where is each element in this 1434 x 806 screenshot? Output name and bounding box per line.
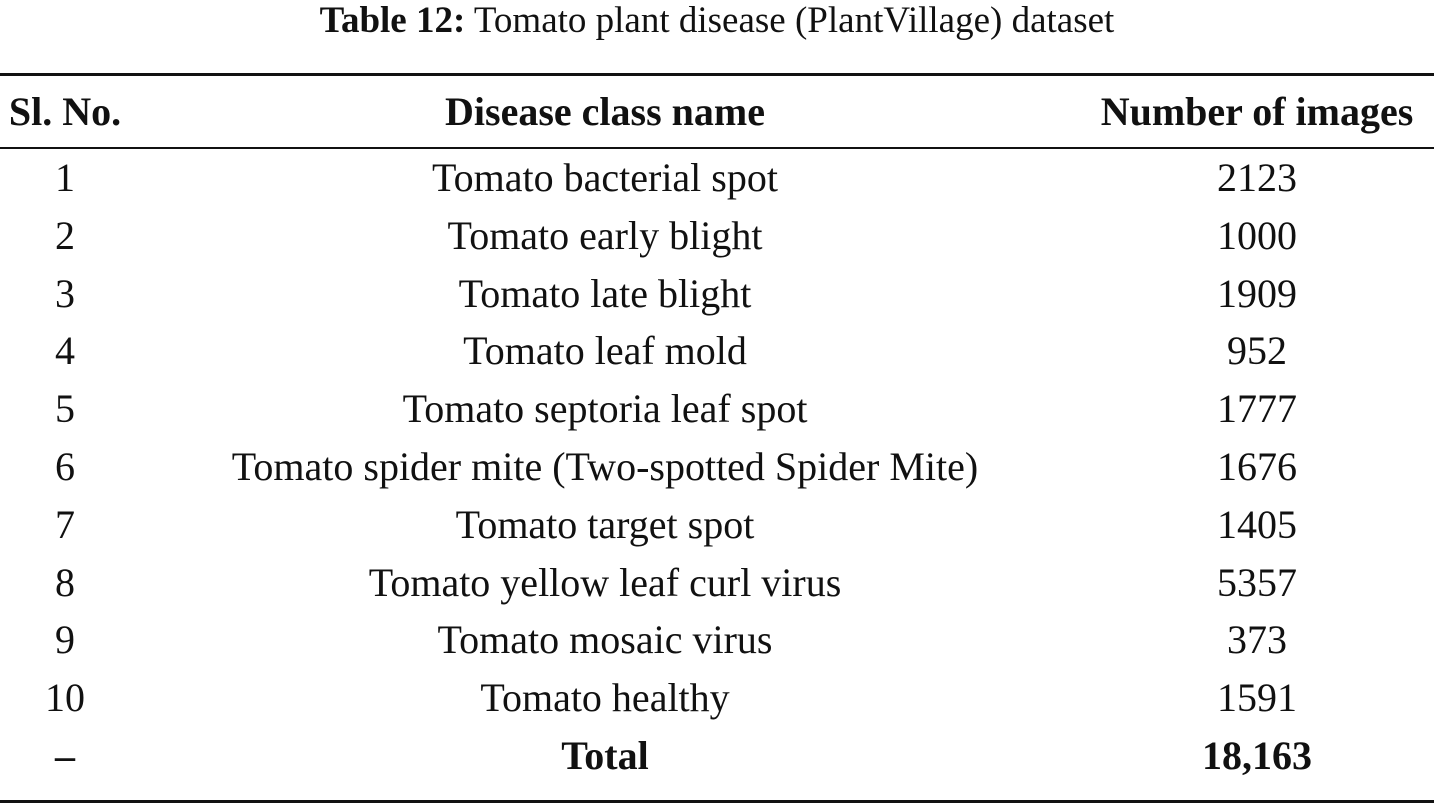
dataset-table: Sl. No. Disease class name Number of ima… bbox=[0, 76, 1434, 785]
cell-disease-name: Tomato mosaic virus bbox=[437, 617, 773, 663]
table-row: 5 Tomato septoria leaf spot 1777 bbox=[0, 380, 1434, 438]
cell-sl-no: 3 bbox=[55, 270, 75, 316]
header-number-of-images: Number of images bbox=[1100, 89, 1414, 134]
cell-sl-no: 10 bbox=[45, 675, 85, 721]
header-sl-no: Sl. No. bbox=[8, 89, 122, 134]
table-row: 10 Tomato healthy 1591 bbox=[0, 669, 1434, 727]
cell-sl-no: 7 bbox=[55, 501, 75, 547]
cell-disease-name: Tomato spider mite (Two-spotted Spider M… bbox=[231, 443, 979, 489]
cell-disease-name: Tomato yellow leaf curl virus bbox=[368, 559, 842, 605]
cell-sl-no: 8 bbox=[55, 559, 75, 605]
table-row: 2 Tomato early blight 1000 bbox=[0, 207, 1434, 265]
cell-image-count: 1591 bbox=[1217, 675, 1297, 721]
cell-image-count: 1777 bbox=[1217, 386, 1297, 432]
cell-image-count: 5357 bbox=[1217, 559, 1297, 605]
cell-sl-no: 6 bbox=[55, 443, 75, 489]
table-row: 8 Tomato yellow leaf curl virus 5357 bbox=[0, 554, 1434, 612]
header-rule bbox=[0, 147, 1434, 149]
cell-sl-no: 4 bbox=[55, 328, 75, 374]
top-rule bbox=[0, 73, 1434, 76]
cell-sl-no: 2 bbox=[55, 212, 75, 258]
cell-disease-name: Tomato leaf mold bbox=[463, 328, 747, 374]
table-row: 3 Tomato late blight 1909 bbox=[0, 265, 1434, 323]
table-row: 9 Tomato mosaic virus 373 bbox=[0, 611, 1434, 669]
total-count: 18,163 bbox=[1202, 732, 1312, 778]
cell-sl-no: 9 bbox=[55, 617, 75, 663]
cell-image-count: 373 bbox=[1227, 617, 1287, 663]
header-row: Sl. No. Disease class name Number of ima… bbox=[0, 76, 1434, 147]
cell-image-count: 1000 bbox=[1217, 212, 1297, 258]
cell-disease-name: Tomato late blight bbox=[458, 270, 752, 316]
cell-image-count: 1909 bbox=[1217, 270, 1297, 316]
table-row: 6 Tomato spider mite (Two-spotted Spider… bbox=[0, 438, 1434, 496]
cell-disease-name: Tomato early blight bbox=[447, 212, 763, 258]
total-label: Total bbox=[561, 732, 649, 778]
header-disease-class-name: Disease class name bbox=[445, 89, 765, 134]
table-row: 7 Tomato target spot 1405 bbox=[0, 496, 1434, 554]
caption-label: Table 12: bbox=[319, 0, 466, 41]
cell-disease-name: Tomato target spot bbox=[455, 501, 755, 547]
cell-image-count: 1676 bbox=[1217, 443, 1297, 489]
table-row: 4 Tomato leaf mold 952 bbox=[0, 322, 1434, 380]
bottom-rule bbox=[0, 800, 1434, 803]
cell-image-count: 2123 bbox=[1217, 155, 1297, 200]
caption-text: Tomato plant disease (PlantVillage) data… bbox=[473, 0, 1115, 41]
cell-disease-name: Tomato bacterial spot bbox=[432, 155, 778, 200]
cell-image-count: 1405 bbox=[1217, 501, 1297, 547]
cell-sl-no: 1 bbox=[55, 155, 75, 200]
table-row: 1 Tomato bacterial spot 2123 bbox=[0, 147, 1434, 207]
cell-sl-no: 5 bbox=[55, 386, 75, 432]
total-row: – Total 18,163 bbox=[0, 727, 1434, 785]
cell-image-count: 952 bbox=[1227, 328, 1287, 374]
total-sl-no: – bbox=[55, 732, 75, 778]
table-caption: Table 12: Tomato plant disease (PlantVil… bbox=[0, 0, 1434, 42]
cell-disease-name: Tomato septoria leaf spot bbox=[402, 386, 808, 432]
cell-disease-name: Tomato healthy bbox=[480, 675, 730, 721]
